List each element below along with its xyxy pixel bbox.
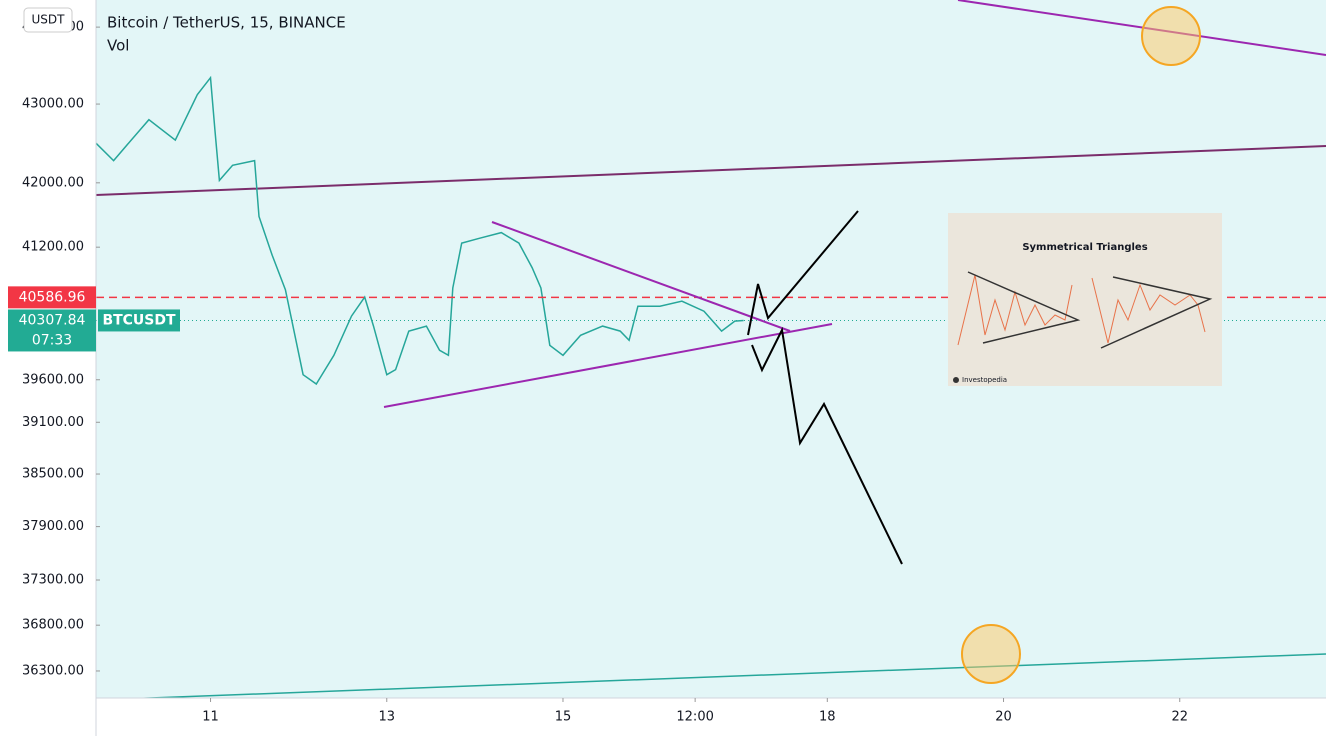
inset-source: Investopedia bbox=[962, 376, 1007, 384]
last-price-badge bbox=[8, 309, 96, 352]
y-tick-label: 39100.00 bbox=[22, 415, 84, 430]
pattern-drawings bbox=[383, 210, 903, 565]
alert-badge bbox=[8, 286, 96, 309]
triangle-upper bbox=[491, 221, 791, 332]
y-tick-label: 36800.00 bbox=[22, 618, 84, 633]
drawings bbox=[95, 0, 1326, 701]
trend-line bbox=[95, 653, 1326, 701]
y-tick-label: 37300.00 bbox=[22, 573, 84, 588]
currency-label: USDT bbox=[32, 13, 66, 27]
trend-line bbox=[95, 145, 1326, 196]
x-tick-label: 20 bbox=[995, 710, 1012, 725]
symbol-badge bbox=[98, 309, 180, 332]
y-axis-panel bbox=[0, 0, 96, 736]
y-tick-label: 42000.00 bbox=[22, 175, 84, 190]
y-tick-label: 43000.00 bbox=[22, 97, 84, 112]
inset-logo bbox=[953, 377, 959, 383]
symbol-label: BTCUSDT bbox=[102, 312, 176, 328]
y-tick-label: 39600.00 bbox=[22, 372, 84, 387]
x-tick-label: 15 bbox=[555, 710, 572, 725]
x-tick-label: 22 bbox=[1171, 710, 1188, 725]
chart-title: Bitcoin / TetherUS, 15, BINANCE bbox=[107, 14, 346, 32]
highlight-circle bbox=[1141, 6, 1201, 66]
alert-price-label: 40586.96 bbox=[19, 289, 86, 305]
triangle-lower bbox=[383, 323, 833, 408]
legend-label: Vol bbox=[107, 37, 129, 55]
inset-background bbox=[948, 213, 1222, 386]
highlight-circle bbox=[961, 624, 1021, 684]
y-tick-label: 37900.00 bbox=[22, 519, 84, 534]
x-tick-label: 18 bbox=[819, 710, 836, 725]
trend-line bbox=[957, 0, 1326, 56]
currency-badge bbox=[23, 7, 73, 33]
price-badges: 40586.96 40307.84 07:33 BTCUSDT bbox=[8, 286, 180, 352]
price-line bbox=[95, 75, 744, 386]
inset-pattern bbox=[957, 274, 1073, 346]
inset-triangle bbox=[967, 271, 1081, 344]
countdown-label: 07:33 bbox=[32, 332, 72, 348]
projection-up bbox=[747, 210, 859, 336]
inset-triangle bbox=[1100, 276, 1213, 349]
y-tick-label: 41200.00 bbox=[22, 240, 84, 255]
last-price-label: 40307.84 bbox=[19, 312, 86, 328]
inset-title: Symmetrical Triangles bbox=[1022, 242, 1147, 253]
inset: Symmetrical Triangles Investopedia bbox=[948, 213, 1222, 386]
x-tick-label: 11 bbox=[202, 710, 219, 725]
inset-pattern bbox=[1091, 277, 1206, 344]
x-axis-panel bbox=[96, 698, 1326, 736]
projection-down bbox=[751, 326, 903, 565]
x-tick-label: 12:00 bbox=[676, 710, 713, 725]
x-tick-label: 13 bbox=[378, 710, 395, 725]
y-tick-label: 38500.00 bbox=[22, 467, 84, 482]
y-tick-label: 36300.00 bbox=[22, 663, 84, 678]
